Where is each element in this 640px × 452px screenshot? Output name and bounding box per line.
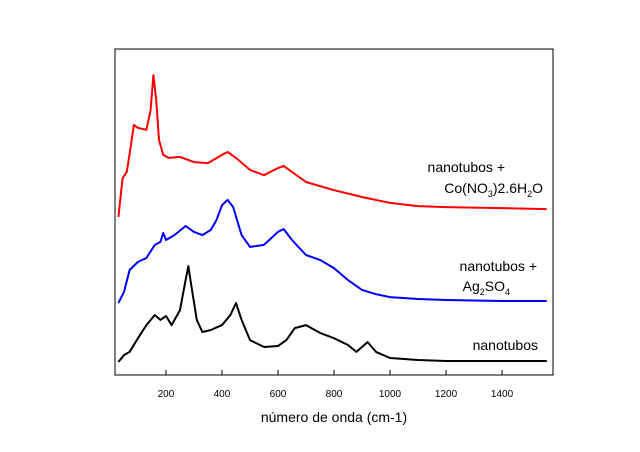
spectrum-line <box>117 198 547 304</box>
label-part: nanotubos <box>473 337 538 353</box>
label-part: )2.6H <box>493 180 527 196</box>
x-axis-label: número de onda (cm-1) <box>261 409 407 425</box>
series-label: nanotubos <box>473 337 538 353</box>
label-part: 3 <box>488 189 493 199</box>
plot-frame <box>114 48 554 376</box>
series-label: nanotubos + <box>428 159 505 175</box>
x-tick-label: 800 <box>326 389 343 400</box>
label-part: O <box>532 180 543 196</box>
series-label: nanotubos + <box>460 258 537 274</box>
spectrum-line <box>117 74 547 218</box>
x-tick-label: 200 <box>158 389 175 400</box>
label-part: Co(NO <box>444 180 488 196</box>
x-tick-label: 600 <box>270 389 287 400</box>
spectrum-line <box>117 265 547 363</box>
series-label: Co(NO3)2.6H2O <box>444 180 543 199</box>
label-part: nanotubos + <box>460 258 537 274</box>
label-part: 4 <box>505 287 510 297</box>
label-part: SO <box>485 278 505 294</box>
label-part: 2 <box>480 287 485 297</box>
label-part: 2 <box>527 189 532 199</box>
label-part: nanotubos + <box>428 159 505 175</box>
x-tick-label: 1000 <box>379 389 402 400</box>
x-tick-label: 400 <box>214 389 231 400</box>
series-label: Ag2SO4 <box>463 278 510 297</box>
x-tick-label: 1400 <box>491 389 514 400</box>
x-tick-label: 1200 <box>435 389 458 400</box>
label-part: Ag <box>463 278 480 294</box>
